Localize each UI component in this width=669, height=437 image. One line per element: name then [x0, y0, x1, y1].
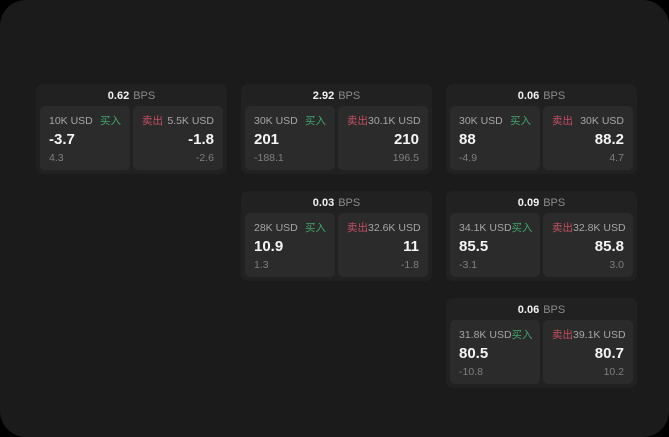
sell-amount: 30.1K USD: [368, 115, 421, 127]
spread-unit: BPS: [338, 90, 361, 102]
buy-label: 买入: [511, 222, 533, 234]
spread-value: 0.09: [517, 197, 540, 209]
sell-amount: 32.8K USD: [573, 222, 626, 234]
spread-header: 2.92 BPS: [245, 87, 428, 106]
buy-price: 80.5: [459, 345, 489, 362]
buy-label: 买入: [511, 329, 533, 341]
buy-amount: 28K USD: [254, 222, 298, 234]
sell-quote-panel[interactable]: 卖出 39.1K USD 80.7 10.2: [543, 320, 633, 384]
spread-header: 0.06 BPS: [450, 87, 633, 106]
spread-unit: BPS: [543, 304, 566, 316]
spread-header: 0.09 BPS: [450, 194, 633, 213]
sell-quote-panel[interactable]: 卖出 30.1K USD 210 196.5: [338, 106, 428, 170]
sell-amount: 32.6K USD: [368, 222, 421, 234]
sell-quote-panel[interactable]: 卖出 5.5K USD -1.8 -2.6: [133, 106, 223, 170]
spread-value: 0.06: [517, 90, 540, 102]
sell-sub-value: 196.5: [392, 152, 419, 164]
buy-price: 10.9: [254, 238, 284, 255]
buy-amount: 10K USD: [49, 115, 93, 127]
buy-quote-panel[interactable]: 34.1K USD 买入 85.5 -3.1: [450, 213, 540, 277]
sell-price: -1.8: [188, 131, 214, 148]
buy-price: 88: [459, 131, 476, 148]
buy-price: -3.7: [49, 131, 75, 148]
sell-label: 卖出: [142, 115, 163, 127]
sell-amount: 30K USD: [580, 115, 624, 127]
sell-sub-value: 3.0: [609, 259, 624, 271]
quote-card-grid: 0.62 BPS 10K USD 买入 -3.7 4.3 卖出 5.5K USD: [36, 84, 637, 388]
quote-card: 0.06 BPS 31.8K USD 买入 80.5 -10.8 卖出 39.1…: [446, 298, 637, 388]
buy-sub-value: 4.3: [49, 152, 64, 164]
sell-amount: 39.1K USD: [573, 329, 626, 341]
buy-quote-panel[interactable]: 30K USD 买入 201 -188.1: [245, 106, 335, 170]
sell-price: 11: [403, 238, 419, 255]
spread-value: 0.62: [107, 90, 130, 102]
sell-label: 卖出: [552, 329, 573, 341]
spread-unit: BPS: [543, 197, 566, 209]
sell-sub-value: -1.8: [400, 259, 419, 271]
spread-header: 0.06 BPS: [450, 301, 633, 320]
sell-sub-value: -2.6: [195, 152, 214, 164]
sell-quote-panel[interactable]: 卖出 32.8K USD 85.8 3.0: [543, 213, 633, 277]
sell-amount: 5.5K USD: [167, 115, 214, 127]
buy-quote-panel[interactable]: 30K USD 买入 88 -4.9: [450, 106, 540, 170]
sell-label: 卖出: [347, 222, 368, 234]
sell-price: 88.2: [594, 131, 624, 148]
sell-label: 卖出: [347, 115, 368, 127]
buy-amount: 30K USD: [254, 115, 298, 127]
sell-quote-panel[interactable]: 卖出 30K USD 88.2 4.7: [543, 106, 633, 170]
buy-label: 买入: [305, 115, 326, 127]
quote-panels: 30K USD 买入 201 -188.1 卖出 30.1K USD 210 1…: [245, 106, 428, 170]
buy-quote-panel[interactable]: 31.8K USD 买入 80.5 -10.8: [450, 320, 540, 384]
buy-amount: 34.1K USD: [459, 222, 512, 234]
quote-panels: 34.1K USD 买入 85.5 -3.1 卖出 32.8K USD 85.8…: [450, 213, 633, 277]
buy-amount: 30K USD: [459, 115, 503, 127]
buy-label: 买入: [305, 222, 326, 234]
buy-quote-panel[interactable]: 10K USD 买入 -3.7 4.3: [40, 106, 130, 170]
quote-panels: 30K USD 买入 88 -4.9 卖出 30K USD 88.2 4.7: [450, 106, 633, 170]
spread-unit: BPS: [543, 90, 566, 102]
spread-header: 0.03 BPS: [245, 194, 428, 213]
buy-price: 85.5: [459, 238, 489, 255]
sell-price: 85.8: [594, 238, 624, 255]
buy-quote-panel[interactable]: 28K USD 买入 10.9 1.3: [245, 213, 335, 277]
buy-sub-value: -188.1: [254, 152, 284, 164]
buy-sub-value: 1.3: [254, 259, 269, 271]
buy-label: 买入: [510, 115, 531, 127]
sell-sub-value: 4.7: [609, 152, 624, 164]
sell-price: 210: [393, 131, 419, 148]
sell-sub-value: 10.2: [603, 366, 624, 378]
spread-value: 2.92: [312, 90, 335, 102]
quote-card: 0.62 BPS 10K USD 买入 -3.7 4.3 卖出 5.5K USD: [36, 84, 227, 174]
quote-panels: 31.8K USD 买入 80.5 -10.8 卖出 39.1K USD 80.…: [450, 320, 633, 384]
spread-unit: BPS: [133, 90, 156, 102]
spread-header: 0.62 BPS: [40, 87, 223, 106]
spread-unit: BPS: [338, 197, 361, 209]
sell-quote-panel[interactable]: 卖出 32.6K USD 11 -1.8: [338, 213, 428, 277]
sell-label: 卖出: [552, 115, 573, 127]
quote-panels: 28K USD 买入 10.9 1.3 卖出 32.6K USD 11 -1.8: [245, 213, 428, 277]
sell-price: 80.7: [594, 345, 624, 362]
buy-amount: 31.8K USD: [459, 329, 512, 341]
buy-sub-value: -10.8: [459, 366, 483, 378]
buy-sub-value: -4.9: [459, 152, 478, 164]
sell-label: 卖出: [552, 222, 573, 234]
buy-label: 买入: [100, 115, 121, 127]
buy-sub-value: -3.1: [459, 259, 478, 271]
quote-card: 0.09 BPS 34.1K USD 买入 85.5 -3.1 卖出 32.8K…: [446, 191, 637, 281]
quote-card: 0.06 BPS 30K USD 买入 88 -4.9 卖出 30K USD: [446, 84, 637, 174]
quote-panels: 10K USD 买入 -3.7 4.3 卖出 5.5K USD -1.8 -2.…: [40, 106, 223, 170]
buy-price: 201: [254, 131, 280, 148]
quote-card: 0.03 BPS 28K USD 买入 10.9 1.3 卖出 32.6K US…: [241, 191, 432, 281]
quote-card: 2.92 BPS 30K USD 买入 201 -188.1 卖出 30.1K …: [241, 84, 432, 174]
spread-value: 0.03: [312, 197, 335, 209]
spread-value: 0.06: [517, 304, 540, 316]
